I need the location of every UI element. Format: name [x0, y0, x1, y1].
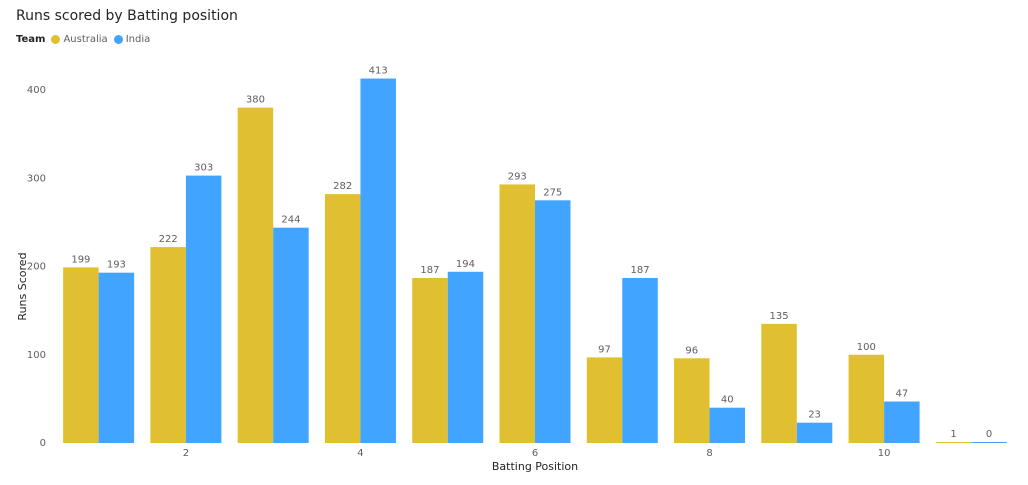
bar-india — [622, 277, 658, 443]
data-label-india: 303 — [194, 163, 213, 174]
x-tick-label: 8 — [706, 448, 712, 459]
bar-india — [709, 407, 746, 443]
legend-item-india[interactable]: India — [113, 34, 151, 45]
data-label-india: 193 — [107, 260, 126, 271]
y-axis-title: Runs Scored — [16, 252, 29, 320]
data-label-india: 194 — [456, 259, 475, 270]
bar-india — [273, 227, 309, 443]
legend-label-india: India — [125, 34, 151, 45]
y-tick-label: 400 — [27, 85, 46, 96]
data-label-india: 413 — [369, 66, 388, 77]
data-label-india: 244 — [281, 215, 300, 226]
bar-australia — [674, 358, 710, 443]
legend-swatch-australia — [51, 35, 61, 44]
bar-india — [447, 271, 484, 443]
y-tick-label: 200 — [27, 262, 46, 273]
data-label-australia: 97 — [598, 344, 611, 355]
bar-australia — [63, 267, 99, 443]
bar-australia — [935, 442, 972, 443]
legend: Team Australia India — [16, 34, 156, 45]
bar-australia — [586, 357, 623, 443]
data-label-australia: 135 — [770, 311, 789, 322]
y-tick-label: 300 — [27, 173, 46, 184]
bar-australia — [237, 107, 274, 444]
bar-australia — [412, 277, 448, 443]
bar-australia — [848, 354, 885, 443]
data-label-australia: 222 — [159, 234, 178, 245]
x-tick-label: 2 — [183, 448, 189, 459]
bar-india — [971, 442, 1007, 443]
bar-australia — [150, 247, 186, 443]
legend-title: Team — [16, 34, 46, 45]
legend-item-australia[interactable]: Australia — [51, 34, 108, 45]
data-label-australia: 380 — [246, 95, 265, 106]
chart-title: Runs scored by Batting position — [16, 8, 238, 24]
legend-swatch-india — [113, 35, 123, 44]
bar-india — [98, 272, 135, 443]
x-tick-label: 6 — [532, 448, 538, 459]
data-label-australia: 187 — [420, 265, 439, 276]
data-label-india: 275 — [543, 187, 562, 198]
data-label-india: 47 — [895, 389, 908, 400]
bar-india — [360, 78, 396, 443]
data-label-india: 40 — [721, 395, 734, 406]
data-label-australia: 100 — [857, 342, 876, 353]
bar-india — [185, 175, 222, 444]
bar-india — [796, 422, 833, 443]
data-label-australia: 199 — [71, 254, 90, 265]
data-label-india: 187 — [630, 265, 649, 276]
bar-india — [884, 401, 920, 443]
bar-australia — [499, 184, 535, 444]
x-tick-label: 4 — [357, 448, 363, 459]
data-label-india: 0 — [986, 429, 992, 440]
bar-australia — [324, 194, 361, 443]
x-tick-label: 10 — [878, 448, 891, 459]
data-label-australia: 282 — [333, 181, 352, 192]
data-label-australia: 96 — [685, 345, 698, 356]
bar-india — [535, 200, 571, 443]
y-tick-label: 100 — [27, 350, 46, 361]
y-tick-label: 0 — [40, 438, 46, 449]
data-label-australia: 1 — [950, 429, 956, 440]
x-axis-title: Batting Position — [492, 460, 578, 473]
data-label-australia: 293 — [508, 171, 527, 182]
bar-australia — [761, 323, 797, 443]
legend-label-australia: Australia — [63, 34, 108, 45]
data-label-india: 23 — [808, 410, 821, 421]
